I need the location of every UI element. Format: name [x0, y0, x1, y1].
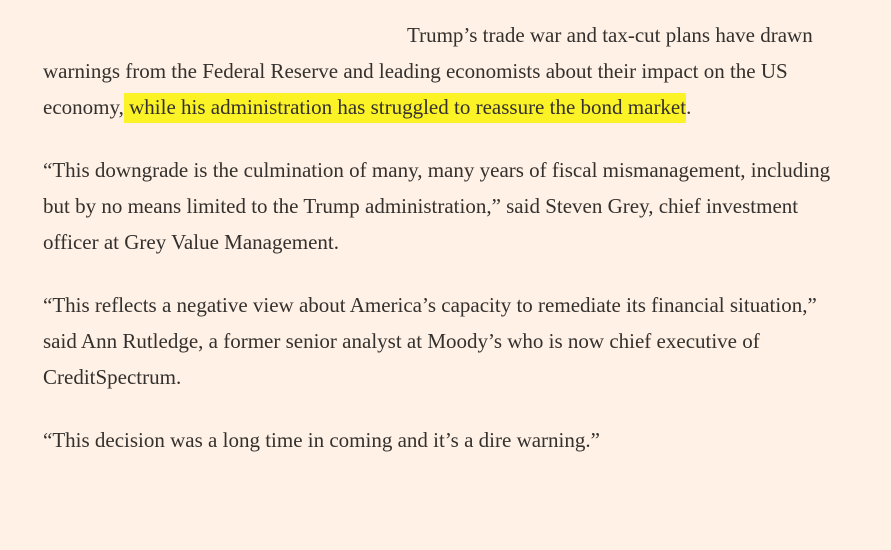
paragraph-trade-war: Trump’s trade war and tax-cut plans have… — [43, 17, 843, 125]
quote-steven-grey: “This downgrade is the culmination of ma… — [43, 158, 831, 254]
quote-ann-rutledge: “This reflects a negative view about Ame… — [43, 293, 817, 389]
paragraph-end: . — [686, 95, 692, 119]
quote-dire-warning: “This decision was a long time in coming… — [43, 428, 600, 452]
paragraph-text: Trump’s trade war and tax-cut plans have… — [43, 23, 813, 119]
article-body: Trump’s trade war and tax-cut plans have… — [43, 17, 843, 485]
highlighted-text[interactable]: while his administration has struggled t… — [123, 93, 687, 123]
